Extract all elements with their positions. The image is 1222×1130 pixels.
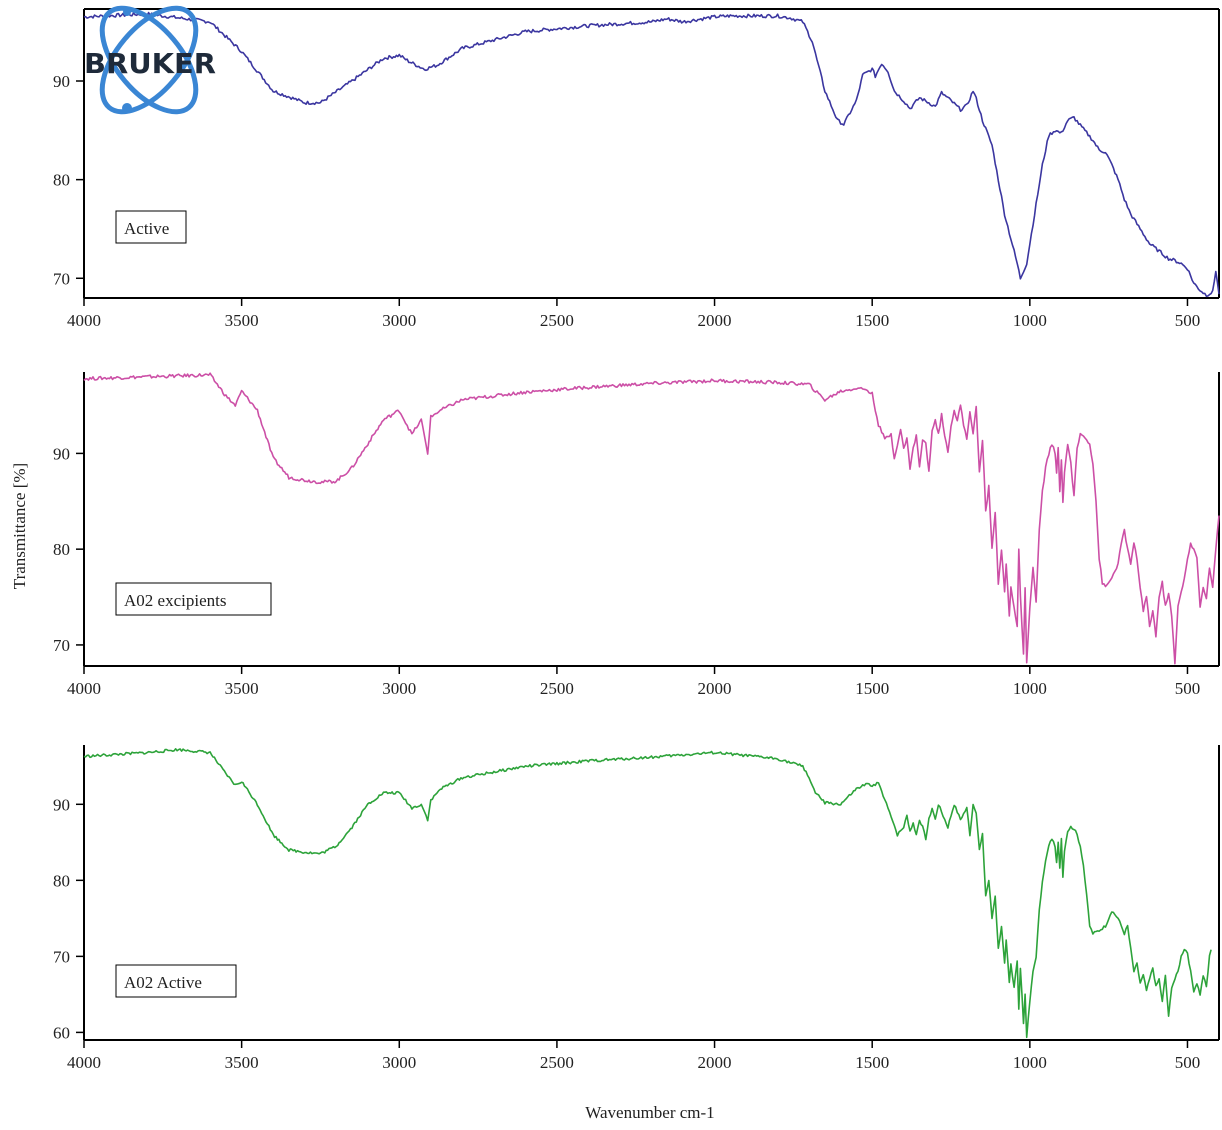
- y-tick-label: 70: [53, 636, 70, 655]
- x-tick-label: 2000: [698, 1053, 732, 1072]
- y-tick-label: 80: [53, 171, 70, 190]
- x-tick-label: 3000: [382, 311, 416, 330]
- y-tick-label: 90: [53, 795, 70, 814]
- x-tick-label: 1000: [1013, 679, 1047, 698]
- x-tick-label: 500: [1175, 679, 1201, 698]
- panel-label: Active: [124, 219, 169, 238]
- y-tick-label: 80: [53, 540, 70, 559]
- panel-label-box: [115, 582, 272, 616]
- y-axis-title: Transmittance [%]: [10, 463, 29, 589]
- x-tick-label: 2500: [540, 1053, 574, 1072]
- x-tick-label: 1500: [855, 311, 889, 330]
- x-tick-label: 1000: [1013, 311, 1047, 330]
- y-tick-label: 60: [53, 1023, 70, 1042]
- x-tick-label: 3000: [382, 1053, 416, 1072]
- x-tick-label: 4000: [67, 1053, 101, 1072]
- x-axis-title: Wavenumber cm-1: [585, 1103, 714, 1122]
- x-tick-label: 500: [1175, 1053, 1201, 1072]
- y-tick-label: 80: [53, 871, 70, 890]
- bruker-logo: BRUKER: [84, 5, 216, 115]
- x-tick-label: 4000: [67, 679, 101, 698]
- x-tick-label: 2500: [540, 679, 574, 698]
- series-line: [83, 747, 1212, 1039]
- panel-label-box: [115, 964, 237, 998]
- atom-orbit-icon: [99, 5, 199, 115]
- logo-text: BRUKER: [84, 47, 216, 80]
- x-tick-label: 2000: [698, 311, 732, 330]
- x-tick-label: 3500: [225, 679, 259, 698]
- y-tick-label: 90: [53, 72, 70, 91]
- panel-3: 60 70 80 90 4000 3500 3000 2500 2000 1500 1000 500 A…: [53, 745, 1220, 1072]
- x-tick-label: 3500: [225, 311, 259, 330]
- x-tick-label: 1500: [855, 1053, 889, 1072]
- x-tick-label: 500: [1175, 311, 1201, 330]
- series-line: [83, 11, 1220, 298]
- x-tick-label: 4000: [67, 311, 101, 330]
- panel-2: 70 80 90 4000 3500 3000 2500 2000 1500 1000 500 A02…: [53, 372, 1220, 698]
- x-tick-label: 3500: [225, 1053, 259, 1072]
- x-tick-label: 3000: [382, 679, 416, 698]
- y-tick-label: 70: [53, 947, 70, 966]
- panel-label: A02 excipients: [124, 591, 226, 610]
- x-tick-label: 1000: [1013, 1053, 1047, 1072]
- spectra-panels: 70 80 90 4000 3500 3000 2500 2000 1500 1000 500 Act…: [53, 8, 1220, 1072]
- x-tick-label: 2500: [540, 311, 574, 330]
- series-line: [83, 372, 1220, 665]
- x-tick-label: 1500: [855, 679, 889, 698]
- panel-label: A02 Active: [124, 973, 202, 992]
- panel-1: 70 80 90 4000 3500 3000 2500 2000 1500 1000 500 Act…: [53, 8, 1220, 330]
- y-tick-label: 70: [53, 269, 70, 288]
- panel-label-box: [115, 210, 187, 244]
- x-tick-label: 2000: [698, 679, 732, 698]
- y-tick-label: 90: [53, 444, 70, 463]
